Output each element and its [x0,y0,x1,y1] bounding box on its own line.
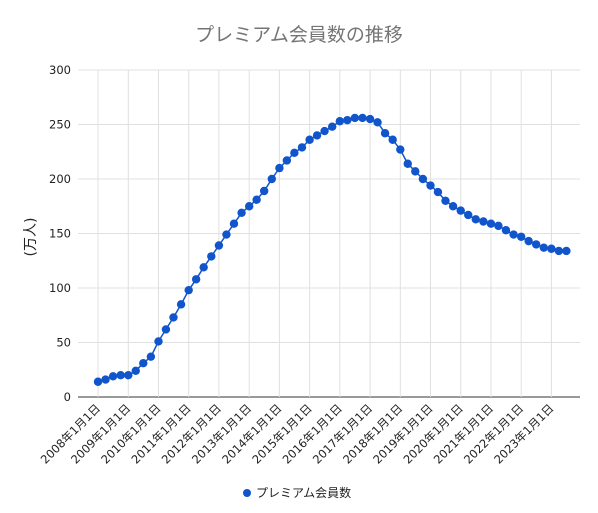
data-point [396,145,405,154]
legend: プレミアム会員数 [243,485,351,500]
data-point [184,285,193,295]
y-tick-label: 0 [64,390,71,404]
data-point [441,196,450,205]
data-point [335,117,345,126]
data-point [501,226,511,235]
data-point [282,156,292,165]
data-point [418,174,428,184]
data-point [154,337,163,346]
legend-label: プレミアム会員数 [256,485,351,500]
data-point [547,244,556,253]
y-tick-label: 300 [49,63,71,77]
data-point [207,252,216,261]
data-point [517,232,526,241]
y-tick-label: 50 [56,336,71,350]
data-point [494,221,503,231]
data-point [214,241,224,250]
y-tick-label: 100 [49,281,71,295]
data-point [380,129,390,138]
data-point [267,174,276,184]
data-point [327,122,337,131]
data-point [229,219,239,228]
data-point [237,208,246,217]
data-point [486,219,496,228]
data-point [524,236,533,246]
data-point [259,186,269,196]
data-point [433,187,443,197]
series-area [93,113,571,386]
data-point [290,148,299,158]
data-point [479,217,488,226]
data-point [93,377,103,386]
data-point [464,210,473,220]
data-point [124,371,133,380]
data-point [139,359,148,368]
data-point [101,375,110,384]
data-point [554,246,564,256]
chart-title: プレミアム会員数の推移 [195,24,403,46]
data-point [131,366,140,376]
data-point [562,246,571,256]
data-point [116,371,125,380]
legend-marker [243,489,251,497]
data-point [411,167,420,176]
data-point [191,275,201,284]
data-point [373,118,382,127]
data-point [161,325,171,334]
data-point [509,230,518,239]
x-axis-ticks: 2008年1月1日2009年1月1日2010年1月1日2011年1月1日2012… [38,401,557,466]
data-point [456,206,465,215]
y-axis-ticks: 0 50 100 150 200 250 300 [49,63,71,404]
data-point [305,135,314,144]
data-point [244,202,254,211]
y-axis-label: (万人) [23,218,39,257]
data-point [388,135,397,144]
data-point [531,240,541,249]
data-point [539,243,548,252]
data-point [169,313,178,322]
data-point [358,113,367,123]
y-tick-label: 250 [49,118,71,132]
data-point [365,114,375,124]
data-point [471,215,480,224]
data-point [343,115,352,125]
y-tick-label: 200 [49,172,71,186]
y-tick-label: 150 [49,227,71,241]
data-point [403,159,412,168]
data-point [176,300,186,309]
grid [78,69,580,398]
data-point [275,163,284,173]
data-point [199,263,208,272]
data-point [297,143,307,152]
data-point [320,126,329,136]
data-point [252,195,261,204]
data-point [448,202,458,211]
data-point [222,230,231,239]
data-point [146,352,156,361]
data-point [426,181,435,190]
data-point [312,131,322,140]
data-point [350,113,360,123]
data-point [108,372,118,381]
